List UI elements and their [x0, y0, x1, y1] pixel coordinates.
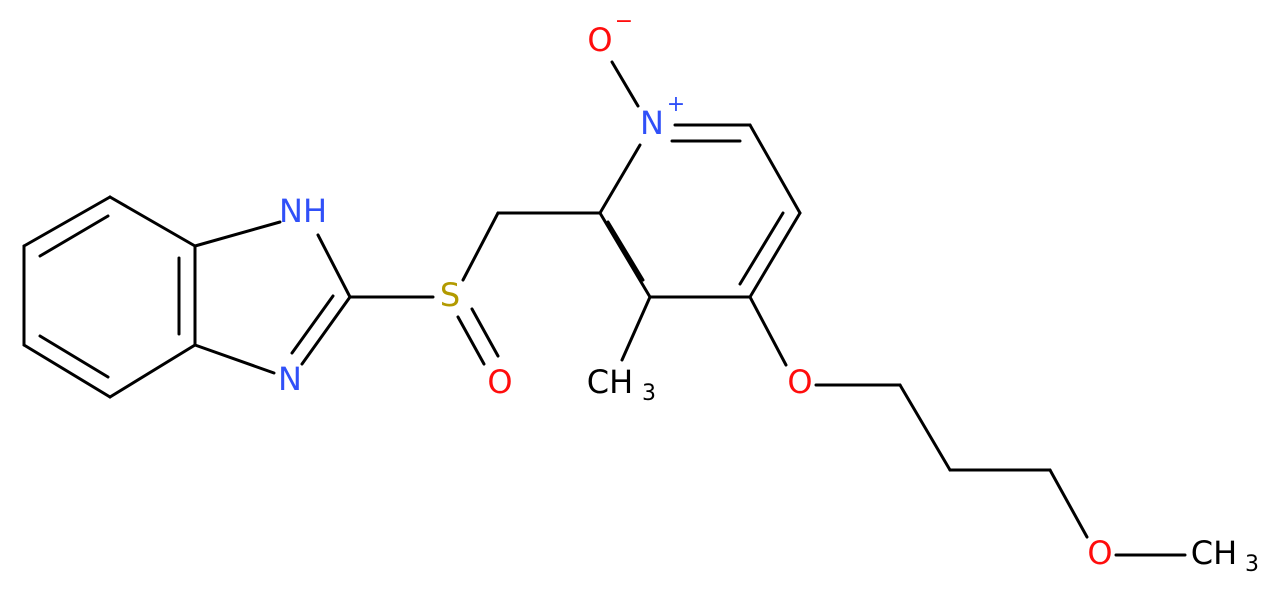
atom-subscript: 3 — [642, 381, 656, 406]
bonds — [22, 60, 1187, 557]
atom-label: O — [487, 363, 512, 401]
atom-charge: + — [667, 92, 685, 117]
atom-label: N — [278, 360, 302, 398]
atom-label: O — [1087, 534, 1112, 572]
atom-label: CH — [587, 363, 633, 401]
atom-subscript: 3 — [1245, 552, 1259, 577]
atom-label: N — [640, 104, 664, 142]
atom-label: NH — [279, 192, 327, 230]
atom-label: O — [587, 21, 612, 59]
atom-charge: − — [615, 9, 633, 34]
atom-label: S — [440, 276, 460, 314]
atom-label: CH — [1191, 534, 1237, 572]
atom-label: O — [787, 363, 812, 401]
